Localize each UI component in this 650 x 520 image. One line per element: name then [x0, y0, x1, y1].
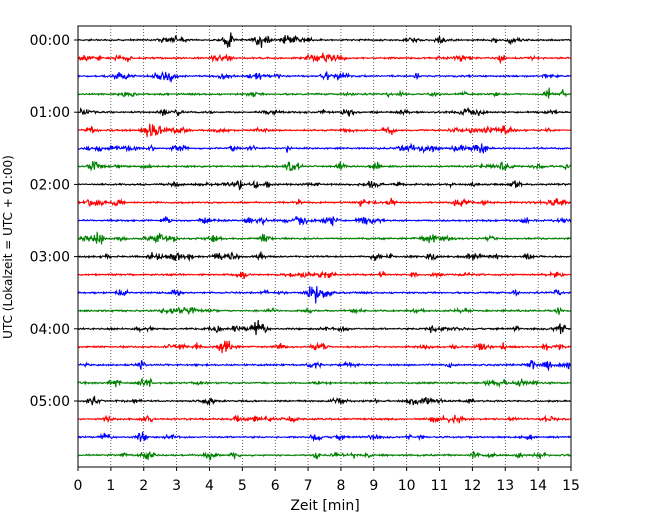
x-tick-label: 11: [431, 478, 449, 494]
x-tick-label: 12: [463, 478, 481, 494]
trace-line: [77, 231, 572, 245]
x-tick-label: 10: [398, 478, 416, 494]
trace-line: [77, 431, 572, 443]
x-tick-label: 13: [496, 478, 514, 494]
trace-line: [77, 320, 572, 336]
x-tick-label: 1: [106, 478, 115, 494]
y-tick-label: 04:00: [30, 322, 70, 338]
y-tick-label: 00:00: [30, 33, 70, 49]
trace-line: [77, 87, 572, 99]
x-tick-label: 7: [304, 478, 313, 494]
x-tick-label: 4: [205, 478, 214, 494]
x-tick-label: 9: [369, 478, 378, 494]
y-tick-label: 05:00: [30, 394, 70, 410]
trace-line: [77, 215, 572, 227]
trace-line: [77, 160, 572, 172]
trace-line: [77, 286, 572, 304]
y-tick-label: 02:00: [30, 177, 70, 193]
x-axis-ticks: 0 1 2 3 4 5 6 7 8 9 10 11 12 13 14 15: [74, 467, 580, 494]
trace-line: [77, 70, 572, 83]
x-tick-label: 6: [271, 478, 280, 494]
x-tick-label: 3: [172, 478, 181, 494]
x-tick-label: 2: [139, 478, 148, 494]
y-tick-label: 03:00: [30, 250, 70, 266]
trace-line: [77, 197, 572, 207]
trace-line: [77, 414, 572, 425]
plot-frame: [77, 25, 572, 468]
x-tick-label: 14: [529, 478, 547, 494]
trace-line: [77, 52, 572, 65]
trace-line: [77, 142, 572, 154]
trace-line: [77, 123, 572, 138]
trace-line: [77, 270, 572, 280]
trace-line: [77, 359, 572, 372]
x-axis-label: Zeit [min]: [290, 498, 359, 514]
trace-line: [77, 32, 572, 48]
y-axis-ticks: 00:00 01:00 02:00 03:00 04:00 05:00: [30, 33, 78, 410]
trace-line: [77, 179, 572, 191]
seismic-traces: [77, 32, 572, 461]
trace-line: [77, 251, 572, 262]
trace-line: [77, 106, 572, 117]
trace-line: [77, 340, 572, 354]
trace-line: [77, 395, 572, 407]
y-axis-label: UTC (Lokalzeit = UTC + 01:00): [1, 155, 15, 339]
x-tick-label: 15: [562, 478, 580, 494]
y-tick-label: 01:00: [30, 105, 70, 121]
trace-line: [77, 377, 572, 389]
trace-line: [77, 450, 572, 461]
x-tick-label: 5: [238, 478, 247, 494]
x-tick-label: 8: [336, 478, 345, 494]
trace-line: [77, 306, 572, 316]
x-tick-label: 0: [74, 478, 83, 494]
